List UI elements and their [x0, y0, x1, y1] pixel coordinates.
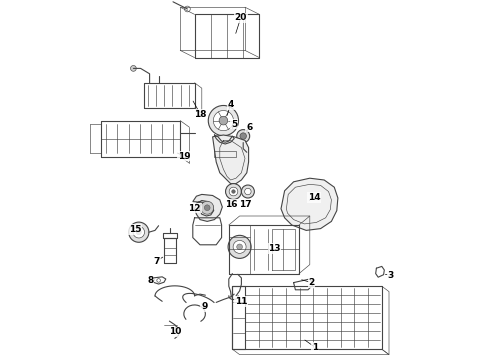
Circle shape [237, 130, 250, 143]
Text: 20: 20 [235, 13, 247, 22]
Text: 13: 13 [268, 244, 281, 253]
Circle shape [204, 205, 210, 211]
Circle shape [133, 226, 145, 238]
Circle shape [130, 66, 136, 71]
Circle shape [229, 187, 238, 196]
Polygon shape [193, 194, 222, 221]
Polygon shape [281, 178, 338, 230]
Text: 4: 4 [227, 100, 234, 109]
Text: 2: 2 [309, 278, 315, 287]
Text: 8: 8 [147, 276, 153, 285]
Circle shape [129, 222, 149, 242]
Circle shape [237, 244, 243, 250]
Circle shape [240, 133, 246, 139]
Text: 11: 11 [235, 297, 247, 306]
Text: 15: 15 [129, 225, 142, 234]
Text: 12: 12 [188, 204, 201, 212]
Circle shape [228, 235, 251, 258]
Circle shape [225, 184, 242, 199]
Circle shape [242, 185, 254, 198]
Circle shape [213, 111, 233, 131]
Circle shape [219, 116, 228, 125]
Text: 1: 1 [312, 343, 318, 352]
Text: 10: 10 [169, 328, 181, 336]
Circle shape [201, 201, 214, 214]
Circle shape [136, 230, 141, 235]
Circle shape [245, 188, 251, 195]
Text: 9: 9 [201, 302, 207, 311]
Text: 7: 7 [153, 256, 160, 265]
Text: 3: 3 [388, 271, 394, 280]
Text: 18: 18 [194, 109, 207, 118]
Circle shape [208, 105, 239, 136]
Text: 19: 19 [178, 152, 191, 161]
Text: 5: 5 [231, 120, 237, 129]
Polygon shape [213, 135, 248, 184]
Circle shape [232, 190, 235, 193]
Text: 16: 16 [225, 200, 238, 209]
Text: 6: 6 [246, 122, 252, 131]
Circle shape [233, 240, 246, 253]
Text: 14: 14 [308, 193, 320, 202]
Text: 17: 17 [240, 200, 252, 209]
